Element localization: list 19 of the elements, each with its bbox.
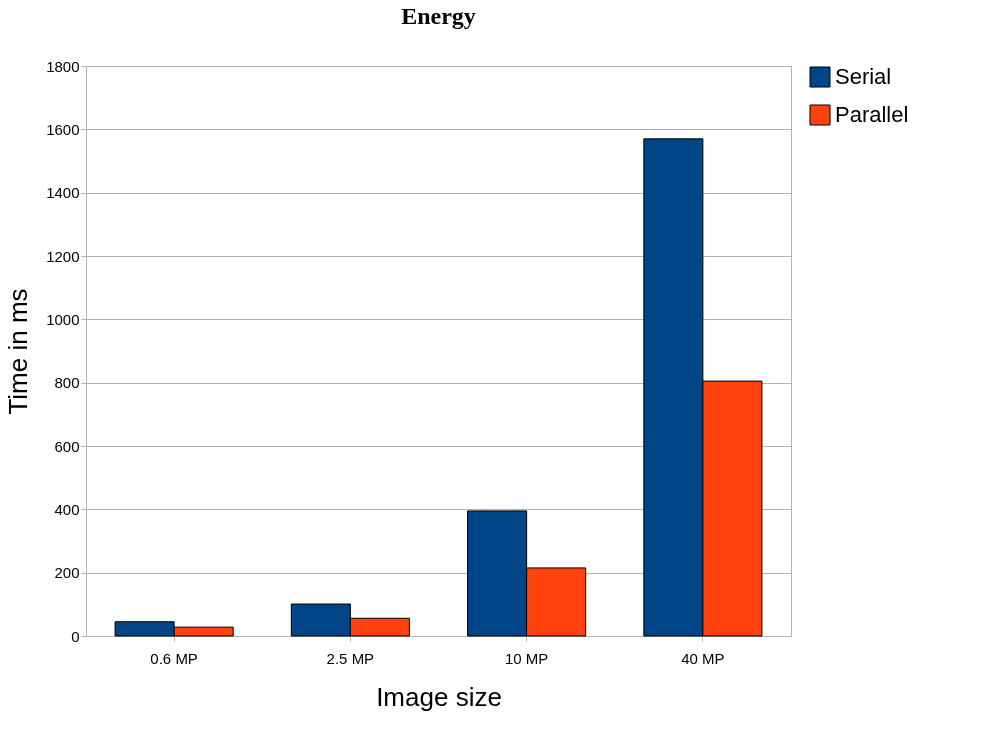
y-tick-label: 0 [71,627,80,645]
legend-label: Serial [835,64,892,89]
y-tick-label: 800 [54,374,80,392]
y-tick-label: 400 [54,500,80,518]
y-tick-label: 1600 [46,120,80,138]
y-tick-label: 1400 [46,184,80,202]
y-tick-label: 1000 [46,310,80,328]
y-axis-title: Time in ms [3,288,34,415]
y-tick-label: 1800 [46,57,80,75]
y-tick-label: 200 [54,564,80,582]
y-tick-label: 1200 [46,247,80,265]
x-tick-label: 0.6 MP [150,649,198,667]
legend-label: Parallel [835,102,909,127]
chart-title: Energy [401,3,476,29]
x-axis-title: Image size [376,681,502,712]
x-tick-label: 10 MP [504,649,549,667]
y-tick-label: 600 [54,437,80,455]
x-tick-label: 2.5 MP [326,649,375,667]
x-tick-label: 40 MP [681,649,725,667]
